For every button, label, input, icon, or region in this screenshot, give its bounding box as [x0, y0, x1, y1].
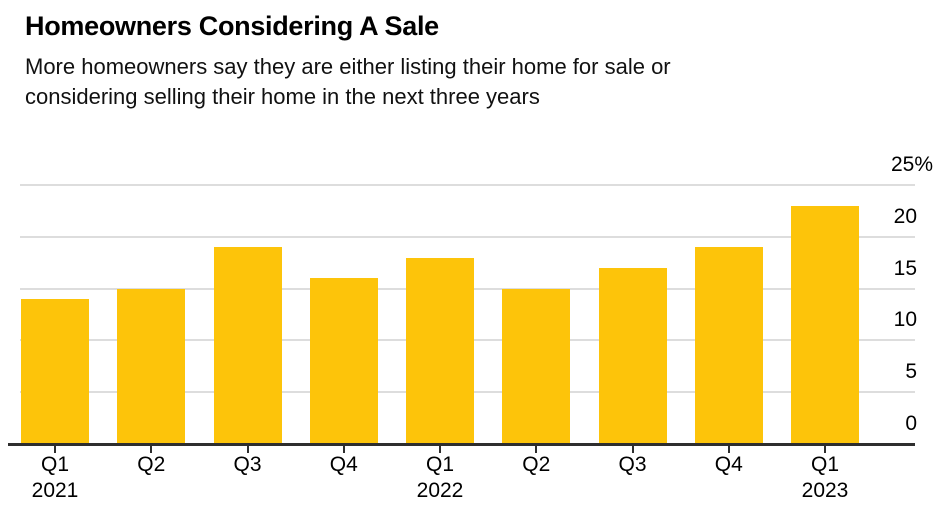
x-axis-year-label: 2023: [801, 479, 849, 502]
x-axis-quarter-label: Q2: [137, 453, 166, 476]
bar-q1-2022: [406, 257, 474, 444]
gridline: [20, 235, 915, 238]
x-axis-label: Q2: [103, 452, 199, 478]
x-axis-label: Q4: [681, 452, 777, 478]
bar-q4-2022: [694, 247, 763, 444]
x-axis-quarter-label: Q4: [329, 453, 358, 476]
y-axis-label: 25%: [890, 153, 933, 176]
axis-tick: [342, 446, 345, 453]
x-axis-quarter-label: Q3: [618, 453, 647, 476]
bar-q1-2023: [791, 205, 859, 444]
axis-tick: [535, 446, 538, 453]
chart-header: Homeowners Considering A Sale More homeo…: [25, 10, 925, 112]
bar-q3-2021: [213, 247, 282, 444]
axis-tick: [631, 446, 634, 453]
x-axis-quarter-label: Q3: [233, 453, 262, 476]
bar-q2-2021: [117, 288, 186, 444]
axis-tick: [439, 446, 441, 453]
axis-tick: [246, 446, 249, 453]
plot-area: 25% 20 15 10 5 0 Q1 2021 Q2 Q3 Q4 Q1 2022 Q2 Q3 Q4 Q1 202…: [0, 154, 951, 502]
x-axis-quarter-label: Q4: [714, 453, 743, 476]
bar-q3-2022: [598, 267, 667, 444]
x-axis-quarter-label: Q2: [522, 453, 551, 476]
y-axis-label: 15: [893, 256, 917, 280]
y-axis-label: 10: [893, 308, 917, 332]
x-axis-label: Q4: [296, 452, 392, 478]
x-axis-label: Q3: [200, 452, 296, 478]
y-axis-label: 20: [893, 204, 917, 228]
y-axis-label: 5: [905, 360, 917, 384]
x-axis-label: Q2: [488, 452, 584, 478]
chart-subtitle: More homeowners say they are either list…: [25, 52, 925, 112]
x-axis-label: Q1 2021: [7, 452, 103, 504]
axis-tick: [824, 446, 826, 453]
x-axis-line: [8, 442, 915, 446]
x-axis-label: Q3: [585, 452, 681, 478]
x-axis-year-label: 2021: [31, 479, 79, 502]
axis-tick: [54, 446, 56, 453]
x-axis-label: Q1 2023: [777, 452, 873, 504]
subtitle-line-2: considering selling their home in the ne…: [25, 84, 540, 109]
axis-tick: [150, 446, 153, 453]
bar-q4-2021: [309, 278, 378, 444]
y-axis-label: 0: [905, 412, 917, 435]
chart-title: Homeowners Considering A Sale: [25, 11, 439, 41]
gridline: [20, 184, 915, 186]
axis-tick: [727, 446, 730, 453]
subtitle-line-1: More homeowners say they are either list…: [25, 54, 671, 79]
x-axis-label: Q1 2022: [392, 452, 488, 504]
x-axis-quarter-label: Q1: [40, 453, 69, 476]
x-axis-quarter-label: Q1: [425, 453, 454, 476]
bar-q1-2021: [21, 298, 89, 444]
bar-q2-2022: [502, 288, 571, 444]
x-axis-year-label: 2022: [416, 479, 464, 502]
x-axis-quarter-label: Q1: [810, 453, 839, 476]
